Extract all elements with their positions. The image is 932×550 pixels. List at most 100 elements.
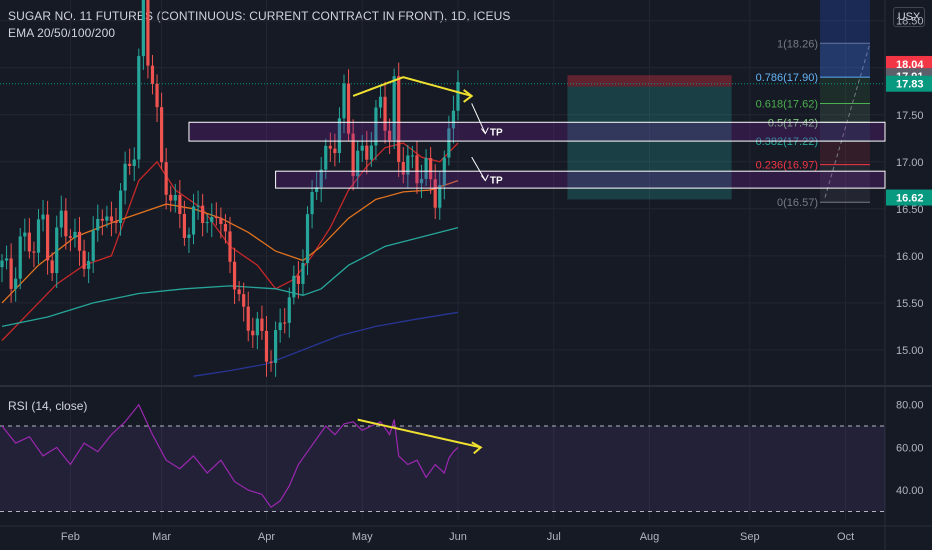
candle-body [292, 275, 296, 298]
fib-level-label: 0.236(16.97) [756, 160, 818, 172]
candle-body [269, 361, 273, 363]
candle-body [246, 306, 250, 331]
indicator-label[interactable]: EMA 20/50/100/200 [8, 26, 116, 40]
candle-body [160, 107, 164, 163]
candle-body [0, 260, 4, 268]
candle-body [82, 250, 86, 269]
candle-body [150, 65, 155, 84]
candle-body [73, 231, 77, 238]
ema-line [1, 226, 459, 328]
time-tick-label: Jun [449, 531, 467, 543]
chart-title: SUGAR NO. 11 FUTURES (CONTINUOUS: CURREN… [8, 9, 511, 23]
time-tick-label: Apr [258, 531, 275, 543]
candle-body [114, 221, 118, 223]
candle-body [109, 216, 114, 222]
fib-zone: 1(18.26) 0.786(17.90) 0.618(17.62) 0.5(17.4… [756, 0, 871, 209]
candle-body [264, 330, 269, 362]
candle-body [23, 232, 27, 237]
candle-body [137, 56, 141, 160]
candle-body [342, 83, 346, 119]
candle-body [351, 133, 355, 177]
candle-body [319, 169, 323, 188]
candle-body [96, 218, 100, 231]
candle-body [46, 214, 50, 261]
ema-line [193, 311, 459, 377]
candle-body [283, 322, 287, 324]
candle-body [205, 222, 209, 224]
time-tick-label: Aug [640, 531, 660, 543]
candle-body [242, 294, 246, 307]
annotations [352, 76, 489, 182]
tp-zone [275, 170, 886, 189]
price-axis: 15.0015.5016.0016.5017.0017.5018.0018.50… [886, 16, 932, 357]
candle-body [169, 194, 173, 201]
candle-body [68, 236, 72, 238]
candle-body [41, 214, 45, 220]
time-tick-label: Feb [61, 531, 80, 543]
rsi-tick-label: 80.00 [896, 400, 924, 412]
tp-label: TP [490, 128, 503, 139]
candle-body [232, 261, 237, 290]
candle-body [196, 205, 200, 207]
candle-body [173, 195, 177, 201]
rsi-tick-label: 40.00 [896, 485, 924, 497]
candle-body [365, 145, 369, 160]
candle-body [383, 96, 387, 131]
candle-body [456, 82, 460, 111]
candle-body [201, 205, 205, 224]
time-tick-label: Oct [837, 531, 854, 543]
fib-band [820, 43, 870, 78]
price-tick-label: 15.50 [896, 298, 924, 310]
candle-body [324, 145, 328, 170]
candle-body [378, 96, 383, 108]
candle-body [287, 297, 291, 323]
fib-band [820, 141, 870, 165]
price-tick-label: 17.00 [896, 157, 924, 169]
candle-body [328, 145, 332, 149]
white-arrow-line [471, 103, 486, 134]
time-tick-label: Jul [547, 531, 561, 543]
candle-body [187, 234, 191, 238]
candle-body [429, 158, 433, 180]
candle-body [100, 218, 104, 221]
candle-body [77, 231, 82, 251]
candle-body [237, 289, 241, 295]
fib-trend-line [824, 43, 871, 198]
rsi-label: RSI (14, close) [8, 399, 87, 413]
price-tick-label: 16.50 [896, 204, 924, 216]
candle-body [9, 258, 13, 289]
candles [0, 0, 460, 377]
fib-level-label: 0.618(17.62) [756, 98, 818, 110]
price-tick-label: 17.50 [896, 110, 924, 122]
time-tick-label: Mar [152, 531, 171, 543]
candle-body [397, 76, 401, 162]
candle-body [178, 195, 182, 214]
rsi-band [0, 426, 885, 512]
price-badge-label: 17.83 [896, 79, 924, 91]
fib-level-label: 0.5(17.42) [768, 117, 818, 129]
rsi-line [1, 403, 459, 509]
candle-body [260, 318, 264, 331]
fib-level-label: 0(16.57) [777, 197, 818, 209]
price-tick-label: 18.50 [896, 16, 924, 28]
candle-body [18, 236, 22, 279]
candle-body [128, 163, 132, 166]
candle-body [406, 155, 410, 175]
candle-body [278, 322, 282, 331]
price-badge [886, 55, 932, 72]
fib-level-label: 1(18.26) [777, 38, 818, 50]
unit-button[interactable]: USX [893, 7, 925, 27]
head-pattern-line [352, 76, 472, 97]
tp-zones: TP TP [188, 121, 886, 189]
yellow-arrow-head [463, 89, 474, 103]
candle-body [32, 251, 36, 253]
candle-body [360, 145, 364, 151]
position-box [0, 75, 885, 200]
candle-body [346, 83, 351, 134]
candle-body [182, 213, 186, 238]
candle-body [415, 155, 419, 184]
white-arrow-line [471, 156, 486, 181]
candle-body [191, 206, 196, 235]
candle-body [447, 128, 451, 158]
